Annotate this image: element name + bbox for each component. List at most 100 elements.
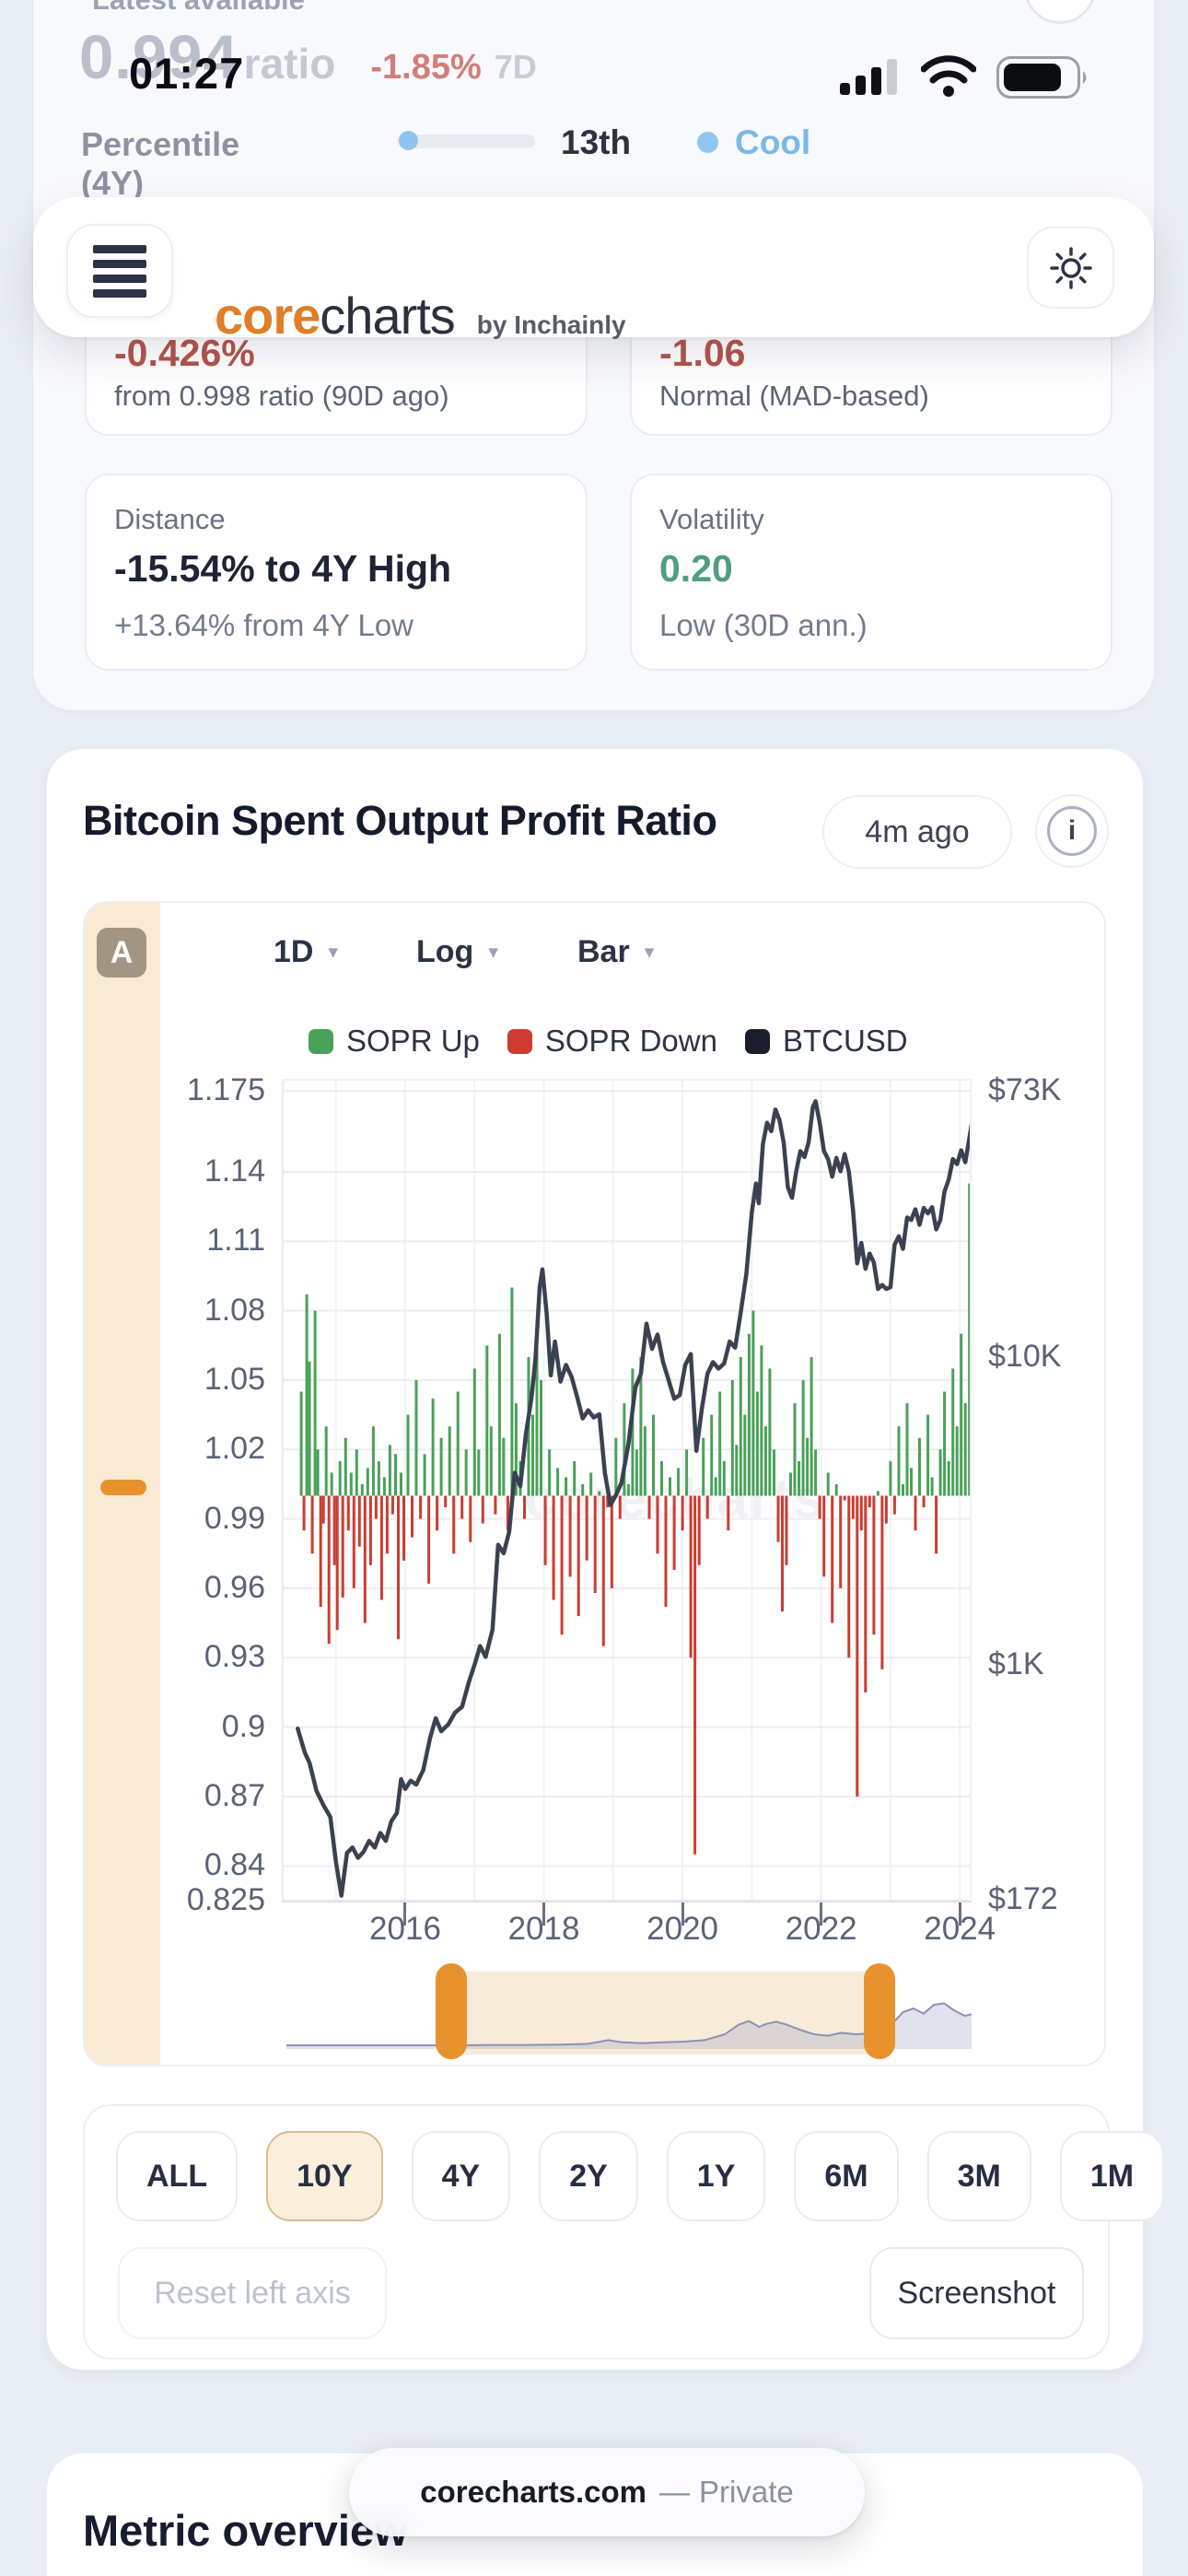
stat-label: Volatility — [659, 503, 764, 535]
chart-info-button[interactable]: i — [1035, 794, 1109, 868]
legend-label: SOPR Up — [346, 1024, 480, 1058]
stat-caption: +13.64% from 4Y Low — [114, 608, 414, 642]
info-icon: i — [1047, 806, 1097, 856]
info-icon[interactable] — [1024, 0, 1096, 24]
style-dropdown[interactable]: Bar ▾ — [577, 931, 654, 973]
reset-left-axis-button[interactable]: Reset left axis — [118, 2247, 387, 2339]
percentile-progress-track[interactable] — [397, 135, 535, 148]
y-axis-tick-label: 0.99 — [204, 1500, 265, 1536]
range-button-1y[interactable]: 1Y — [666, 2131, 766, 2221]
style-dropdown-label: Bar — [577, 933, 630, 969]
interval-dropdown[interactable]: 1D ▾ — [274, 931, 338, 973]
battery-icon — [996, 56, 1087, 99]
chart-title: Bitcoin Spent Output Profit Ratio — [83, 797, 717, 844]
browser-privacy-label: Private — [699, 2475, 794, 2509]
stat-value: -1.06 — [659, 332, 746, 374]
legend-item-sopr-down[interactable]: SOPR Down — [507, 1024, 717, 1059]
logo-charts: charts — [320, 287, 455, 345]
status-bar-time: 01:27 — [129, 49, 245, 98]
sopr-chart-plot[interactable] — [282, 1079, 972, 1903]
range-minimap[interactable] — [286, 1972, 972, 2055]
legend-item-btcusd[interactable]: BTCUSD — [744, 1024, 908, 1059]
y-axis-tick-label: 1.11 — [206, 1223, 265, 1259]
metric-overview-body: Spent Output Profit Ratio (SOPR): averag… — [83, 2570, 1096, 2576]
x-axis-tick-mark — [681, 1903, 684, 1926]
legend-item-sopr-up[interactable]: SOPR Up — [309, 1024, 480, 1059]
stat-caption: from 0.998 ratio (90D ago) — [114, 380, 449, 412]
hamburger-icon — [93, 244, 146, 253]
axis-auto-badge[interactable]: A — [97, 928, 146, 978]
theme-toggle-button[interactable] — [1027, 227, 1114, 309]
range-button-4y[interactable]: 4Y — [411, 2131, 511, 2221]
range-handle-left[interactable] — [436, 1963, 467, 2059]
change-7d: -1.85% — [370, 48, 482, 87]
y-axis-tick-label: 1.08 — [204, 1292, 265, 1328]
stat-value: -15.54% to 4Y High — [114, 547, 452, 590]
right-axis-tick-label: $172 — [988, 1881, 1058, 1917]
stat-caption: Normal (MAD-based) — [659, 380, 929, 412]
latest-available-label: Latest available — [92, 0, 305, 17]
x-axis-tick-label: 2018 — [507, 1911, 580, 1947]
right-axis-tick-label: $10K — [988, 1338, 1062, 1374]
stats-section: Latest available 0.994 ratio -1.85% 7D 0… — [33, 0, 1154, 710]
stat-card-volatility: Volatility 0.20 Low (30D ann.) — [630, 474, 1112, 671]
range-button-3m[interactable]: 3M — [926, 2131, 1031, 2221]
logo-byline: by Inchainly — [476, 310, 626, 339]
stat-value: -0.426% — [114, 332, 255, 374]
brand-logo[interactable]: core charts by Inchainly — [215, 197, 626, 345]
chart-panel: A 1D ▾ Log ▾ Bar ▾ SOPR Up SOPR Down BTCUS… — [83, 901, 1106, 2067]
y-axis-tick-label: 0.87 — [204, 1777, 265, 1813]
x-axis-tick-label: 2024 — [924, 1911, 996, 1947]
x-axis-tick-mark — [958, 1903, 961, 1926]
legend-label: BTCUSD — [782, 1024, 908, 1058]
updated-ago-label: 4m ago — [865, 814, 970, 849]
stat-label: Distance — [114, 503, 226, 535]
headline-value-row: 0.994 ratio -1.85% 7D — [79, 22, 537, 93]
percentile-label: Percentile (4Y) — [81, 125, 240, 202]
sopr-section: Bitcoin Spent Output Profit Ratio 4m ago… — [46, 748, 1165, 2371]
screenshot-label: Screenshot — [897, 2275, 1056, 2311]
cellular-signal-icon — [840, 59, 897, 95]
logo-core: core — [215, 287, 320, 345]
zone-dot-icon — [697, 132, 718, 153]
chevron-down-icon: ▾ — [328, 941, 339, 963]
chevron-down-icon: ▾ — [488, 941, 498, 963]
interval-dropdown-label: 1D — [274, 933, 314, 969]
x-axis-tick-mark — [542, 1903, 546, 1926]
legend-swatch — [744, 1028, 770, 1054]
zone-label: Cool — [735, 123, 811, 161]
range-button-6m[interactable]: 6M — [794, 2131, 899, 2221]
y-axis-tick-label: 0.96 — [204, 1569, 265, 1605]
y-axis-tick-label: 0.93 — [204, 1639, 265, 1675]
range-button-all[interactable]: ALL — [116, 2131, 239, 2221]
percentile-value: 13th — [561, 123, 632, 161]
range-button-2y[interactable]: 2Y — [539, 2131, 638, 2221]
chart-legend: SOPR Up SOPR Down BTCUSD — [309, 1024, 908, 1059]
legend-swatch — [507, 1028, 532, 1054]
menu-button[interactable] — [66, 224, 173, 318]
browser-domain: corecharts.com — [420, 2475, 647, 2509]
legend-swatch — [309, 1028, 333, 1054]
x-axis-tick-mark — [403, 1903, 407, 1926]
y-axis-tick-label: 0.9 — [221, 1708, 265, 1744]
y-axis-tick-label: 1.14 — [204, 1153, 265, 1188]
right-axis-tick-label: $1K — [988, 1645, 1044, 1681]
wifi-icon — [921, 55, 976, 97]
scale-dropdown-label: Log — [416, 933, 474, 969]
range-button-10y[interactable]: 10Y — [266, 2131, 383, 2221]
ratio-unit: ratio — [243, 40, 336, 88]
x-axis-tick-label: 2016 — [369, 1911, 441, 1947]
chevron-down-icon: ▾ — [644, 941, 655, 963]
browser-address-pill[interactable]: corecharts.com — Private — [349, 2448, 865, 2536]
scale-dropdown[interactable]: Log ▾ — [416, 931, 498, 973]
updated-ago-pill[interactable]: 4m ago — [822, 795, 1012, 869]
y-axis-tick-label: 0.84 — [204, 1847, 265, 1883]
range-button-1m[interactable]: 1M — [1059, 2131, 1165, 2221]
range-handle-right[interactable] — [864, 1963, 896, 2059]
stat-caption: Low (30D ann.) — [659, 608, 868, 642]
right-axis-tick-label: $73K — [988, 1071, 1062, 1107]
screenshot-button[interactable]: Screenshot — [869, 2247, 1084, 2339]
range-button-row: ALL 10Y 4Y 2Y 1Y 6M 3M 1M — [116, 2131, 1165, 2221]
y-axis-tick-label: 1.05 — [204, 1361, 265, 1397]
left-axis-handle[interactable] — [100, 1480, 146, 1495]
